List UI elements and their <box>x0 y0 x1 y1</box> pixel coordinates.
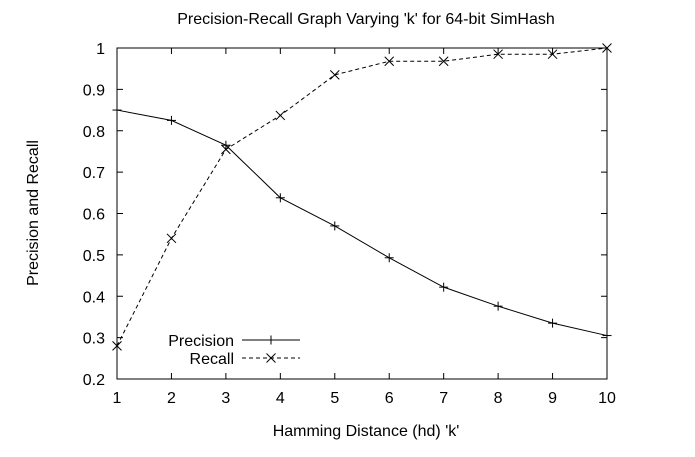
recall-series-line <box>116 47 608 347</box>
y-tick-label: 0.6 <box>83 207 105 224</box>
recall-point <box>438 56 449 67</box>
recall-point <box>547 49 558 60</box>
precision-series-line <box>116 109 608 337</box>
x-tick-label: 2 <box>167 390 176 407</box>
recall-point <box>384 56 395 67</box>
x-tick-label: 3 <box>221 390 230 407</box>
plot-area-frame <box>116 47 608 380</box>
recall-point <box>275 110 286 121</box>
y-tick-label: 0.7 <box>83 165 105 182</box>
x-tick-label: 10 <box>598 390 616 407</box>
precision-point <box>548 318 558 328</box>
y-tick-label: 0.4 <box>83 289 105 306</box>
recall-point <box>602 43 612 53</box>
legend-label-precision: Precision <box>168 333 234 350</box>
y-tick-label: 0.5 <box>83 248 105 265</box>
precision-point <box>330 221 340 231</box>
precision-point <box>439 282 449 292</box>
precision-point <box>602 331 612 341</box>
y-tick-label: 0.3 <box>83 331 105 348</box>
recall-point <box>329 70 340 80</box>
legend-marker-recall <box>266 353 276 363</box>
chart-title: Precision-Recall Graph Varying 'k' for 6… <box>177 11 555 28</box>
y-tick-label: 0.9 <box>83 82 105 99</box>
series-layer <box>112 43 612 351</box>
recall-point <box>112 341 122 351</box>
precision-point <box>166 115 176 125</box>
x-tick-label: 5 <box>330 390 339 407</box>
legend-marker-precision <box>266 335 276 345</box>
recall-point <box>166 233 177 244</box>
precision-point <box>221 140 231 150</box>
precision-point <box>275 193 285 203</box>
x-tick-label: 4 <box>276 390 285 407</box>
precision-point <box>384 253 394 263</box>
x-tick-label: 9 <box>548 390 557 407</box>
axis-ticks: 0.2 0.3 0.4 0.5 0.6 0.7 0.8 0.9 1 1 2 3 4 5 6 7 8 9 10 <box>83 41 616 407</box>
recall-point <box>221 144 231 155</box>
recall-point <box>493 49 503 60</box>
x-axis-label: Hamming Distance (hd) 'k' <box>273 423 460 440</box>
legend-label-recall: Recall <box>190 351 234 368</box>
y-tick-label: 0.2 <box>83 372 105 389</box>
precision-point <box>112 105 122 115</box>
y-tick-label: 0.8 <box>83 124 105 141</box>
x-tick-label: 8 <box>494 390 503 407</box>
y-tick-label: 1 <box>96 41 105 58</box>
precision-point <box>493 301 503 311</box>
x-tick-label: 6 <box>385 390 394 407</box>
x-tick-label: 1 <box>113 390 122 407</box>
y-axis-label: Precision and Recall <box>25 140 42 286</box>
x-tick-label: 7 <box>439 390 448 407</box>
